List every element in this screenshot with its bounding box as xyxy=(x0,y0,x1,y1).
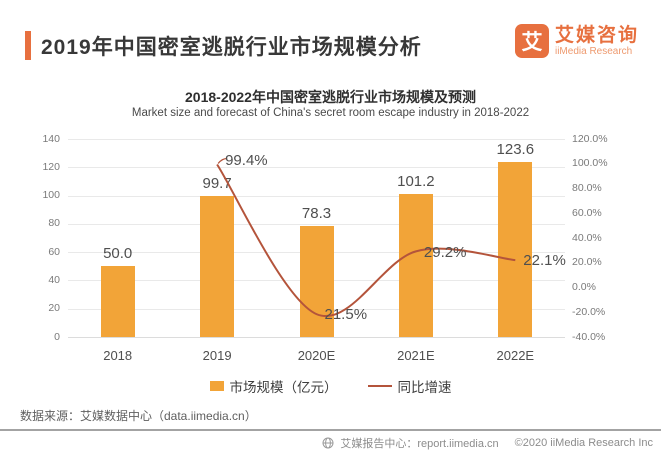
bar-2022E[interactable] xyxy=(498,162,533,337)
legend-line-swatch-icon xyxy=(367,384,392,388)
bar-value-label: 78.3 xyxy=(301,205,332,223)
bar-value-label: 50.0 xyxy=(103,245,133,263)
y2-axis-tick-label: -20.0% xyxy=(572,305,606,318)
logo-name-en: iiMedia Research xyxy=(554,45,633,57)
title-accent-bar xyxy=(25,31,31,60)
copyright-text: ©2020 iiMedia Research Inc xyxy=(514,437,653,449)
x-axis-label: 2022E xyxy=(496,348,535,363)
page-title: 2019年中国密室逃脱行业市场规模分析 xyxy=(41,36,422,59)
bottom-bar: 艾媒报告中心：report.iimedia.cn ©2020 iiMedia R… xyxy=(322,435,653,451)
y2-axis-tick-label: -40.0% xyxy=(572,330,606,343)
y2-axis-tick-label: 20.0% xyxy=(572,256,602,269)
y2-axis-tick-label: 80.0% xyxy=(572,182,602,194)
y2-axis-tick-label: 60.0% xyxy=(572,206,602,219)
y2-axis-tick-label: 0.0% xyxy=(572,281,596,293)
legend-bar-label: 市场规模（亿元） xyxy=(229,380,338,395)
gridline xyxy=(68,195,565,197)
legend-bar-swatch-icon xyxy=(209,381,224,391)
x-axis-label: 2018 xyxy=(103,348,133,363)
chart-subtitle: Market size and forecast of China's secr… xyxy=(131,107,530,119)
chart-legend: 市场规模（亿元） 同比增速 xyxy=(0,376,661,396)
chart-title: 2018-2022年中国密室逃脱行业市场规模及预测 xyxy=(185,89,476,105)
bar-value-label: 99.7 xyxy=(202,174,232,192)
gridline xyxy=(68,139,565,140)
y2-axis-tick-label: 40.0% xyxy=(572,231,602,244)
y2-axis-tick-label: 100.0% xyxy=(572,157,608,170)
y-axis-tick-label: 60 xyxy=(48,245,60,258)
bar-2021E[interactable] xyxy=(398,193,433,337)
gridline xyxy=(68,167,565,169)
y-axis-tick-label: 80 xyxy=(48,217,60,230)
line-value-label: 29.2% xyxy=(423,244,467,262)
logo-name-cn: 艾媒咨询 xyxy=(554,24,639,46)
y2-axis-tick-label: 120.0% xyxy=(572,132,608,145)
iimedia-logo: 艾 艾媒咨询 iiMedia Research xyxy=(514,24,639,58)
iimedia-logo-icon: 艾 xyxy=(514,24,549,58)
bottom-divider xyxy=(0,429,661,431)
bar-2018[interactable] xyxy=(100,266,135,337)
report-center-link: 艾媒报告中心：report.iimedia.cn xyxy=(340,438,499,450)
bar-2019[interactable] xyxy=(200,195,235,337)
y-axis-tick-label: 0 xyxy=(54,330,60,343)
bar-value-label: 101.2 xyxy=(397,172,435,190)
y-axis-tick-label: 120 xyxy=(42,160,60,173)
y-axis-tick-label: 140 xyxy=(42,132,60,145)
legend-item-market-size[interactable]: 市场规模（亿元） xyxy=(209,376,338,396)
legend-item-growth-rate[interactable]: 同比增速 xyxy=(367,376,452,396)
line-value-label: 22.1% xyxy=(523,252,566,270)
line-value-label: 21.5% xyxy=(324,306,368,324)
data-source-note: 数据来源：艾媒数据中心（data.iimedia.cn） xyxy=(20,409,257,423)
gridline xyxy=(68,337,565,338)
gridline xyxy=(68,223,565,225)
x-axis-label: 2021E xyxy=(397,348,435,363)
globe-icon xyxy=(322,437,334,449)
legend-line-label: 同比增速 xyxy=(397,380,452,395)
y-axis-tick-label: 40 xyxy=(48,273,60,286)
y-axis-tick-label: 20 xyxy=(48,302,60,315)
y-axis-tick-label: 100 xyxy=(42,189,60,202)
bar-value-label: 123.6 xyxy=(496,141,535,159)
x-axis-label: 2019 xyxy=(202,348,232,363)
x-axis-label: 2020E xyxy=(297,348,336,363)
line-value-label: 99.4% xyxy=(225,152,268,170)
